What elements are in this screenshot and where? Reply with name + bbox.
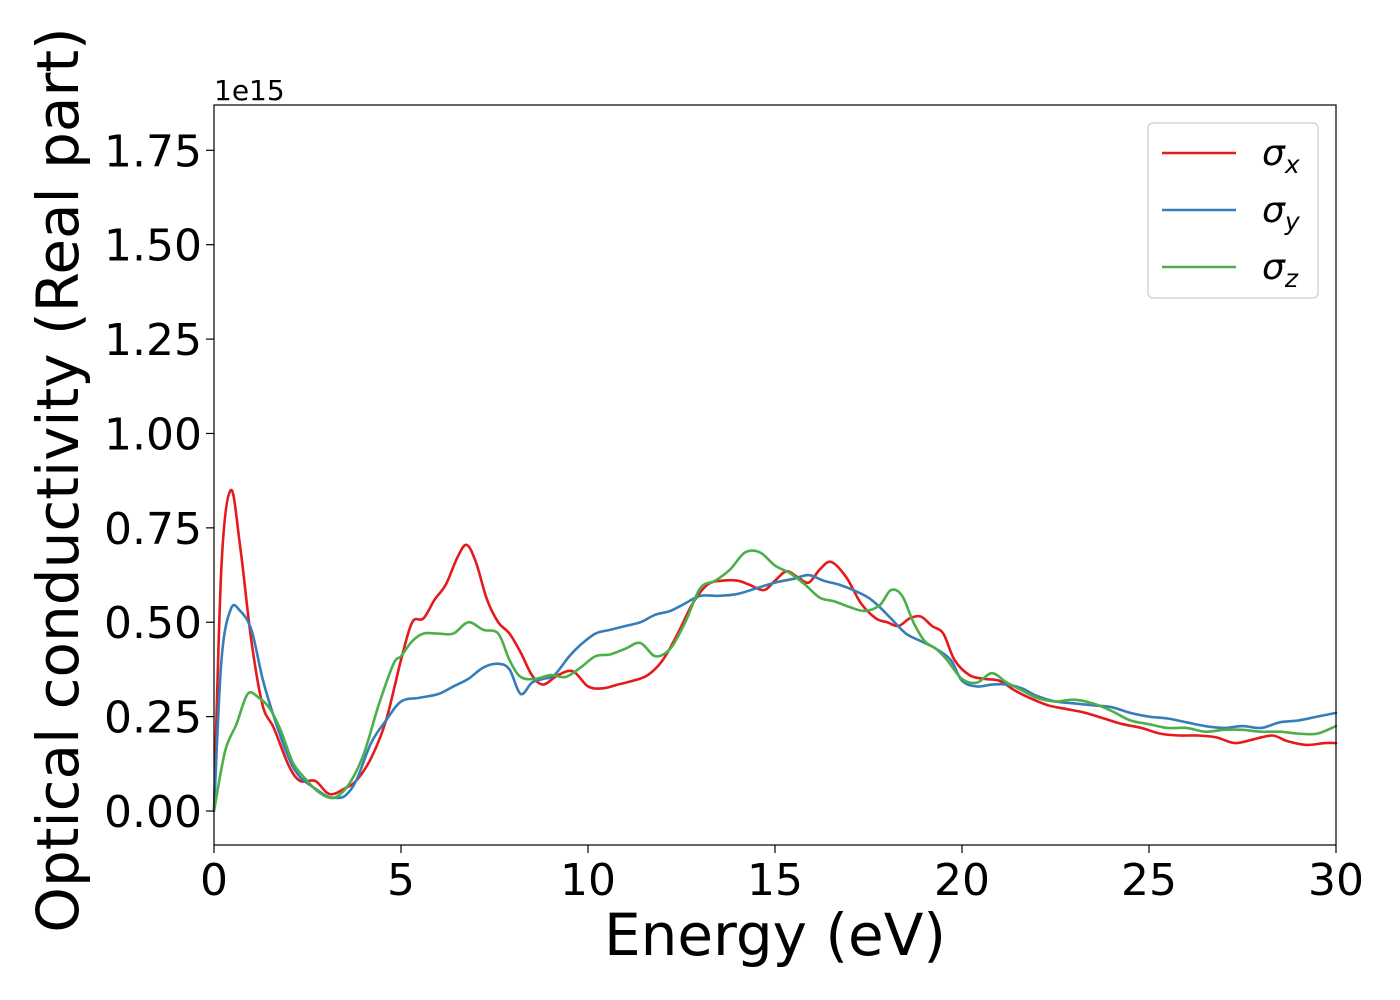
legend-label-sigma-y: σy (1262, 190, 1301, 236)
x-tick-label: 10 (560, 855, 616, 906)
x-tick-label: 20 (934, 855, 990, 906)
x-tick-label: 25 (1121, 855, 1177, 906)
y-axis-ticks: 0.00 0.25 0.50 0.75 1.00 1.25 1.50 1.75 (104, 126, 214, 838)
legend-label-sigma-z: σz (1262, 247, 1299, 293)
series-line-sigma-x (212, 488, 1338, 813)
y-axis-title: Optical conductivity (Real part) (24, 27, 92, 932)
y-tick-label: 1.50 (104, 221, 202, 272)
x-tick-label: 0 (200, 855, 228, 906)
x-axis-title: Energy (eV) (604, 901, 946, 969)
y-tick-label: 0.00 (104, 787, 202, 838)
y-tick-label: 0.25 (104, 693, 202, 744)
y-tick-label: 1.75 (104, 126, 202, 177)
y-tick-label: 1.25 (104, 315, 202, 366)
legend-label-sigma-x: σx (1262, 133, 1300, 179)
x-tick-label: 30 (1308, 855, 1364, 906)
y-tick-label: 0.50 (104, 598, 202, 649)
series-layer (212, 488, 1338, 813)
y-tick-label: 1.00 (104, 409, 202, 460)
plot-frame (213, 104, 1337, 846)
legend: σx σy σz (1147, 122, 1319, 299)
series-line-sigma-z (212, 549, 1338, 813)
y-offset-text: 1e15 (214, 74, 285, 107)
x-tick-label: 5 (387, 855, 415, 906)
x-tick-label: 15 (747, 855, 803, 906)
x-axis-ticks: 0 5 10 15 20 25 30 (200, 845, 1364, 906)
y-tick-label: 0.75 (104, 504, 202, 555)
